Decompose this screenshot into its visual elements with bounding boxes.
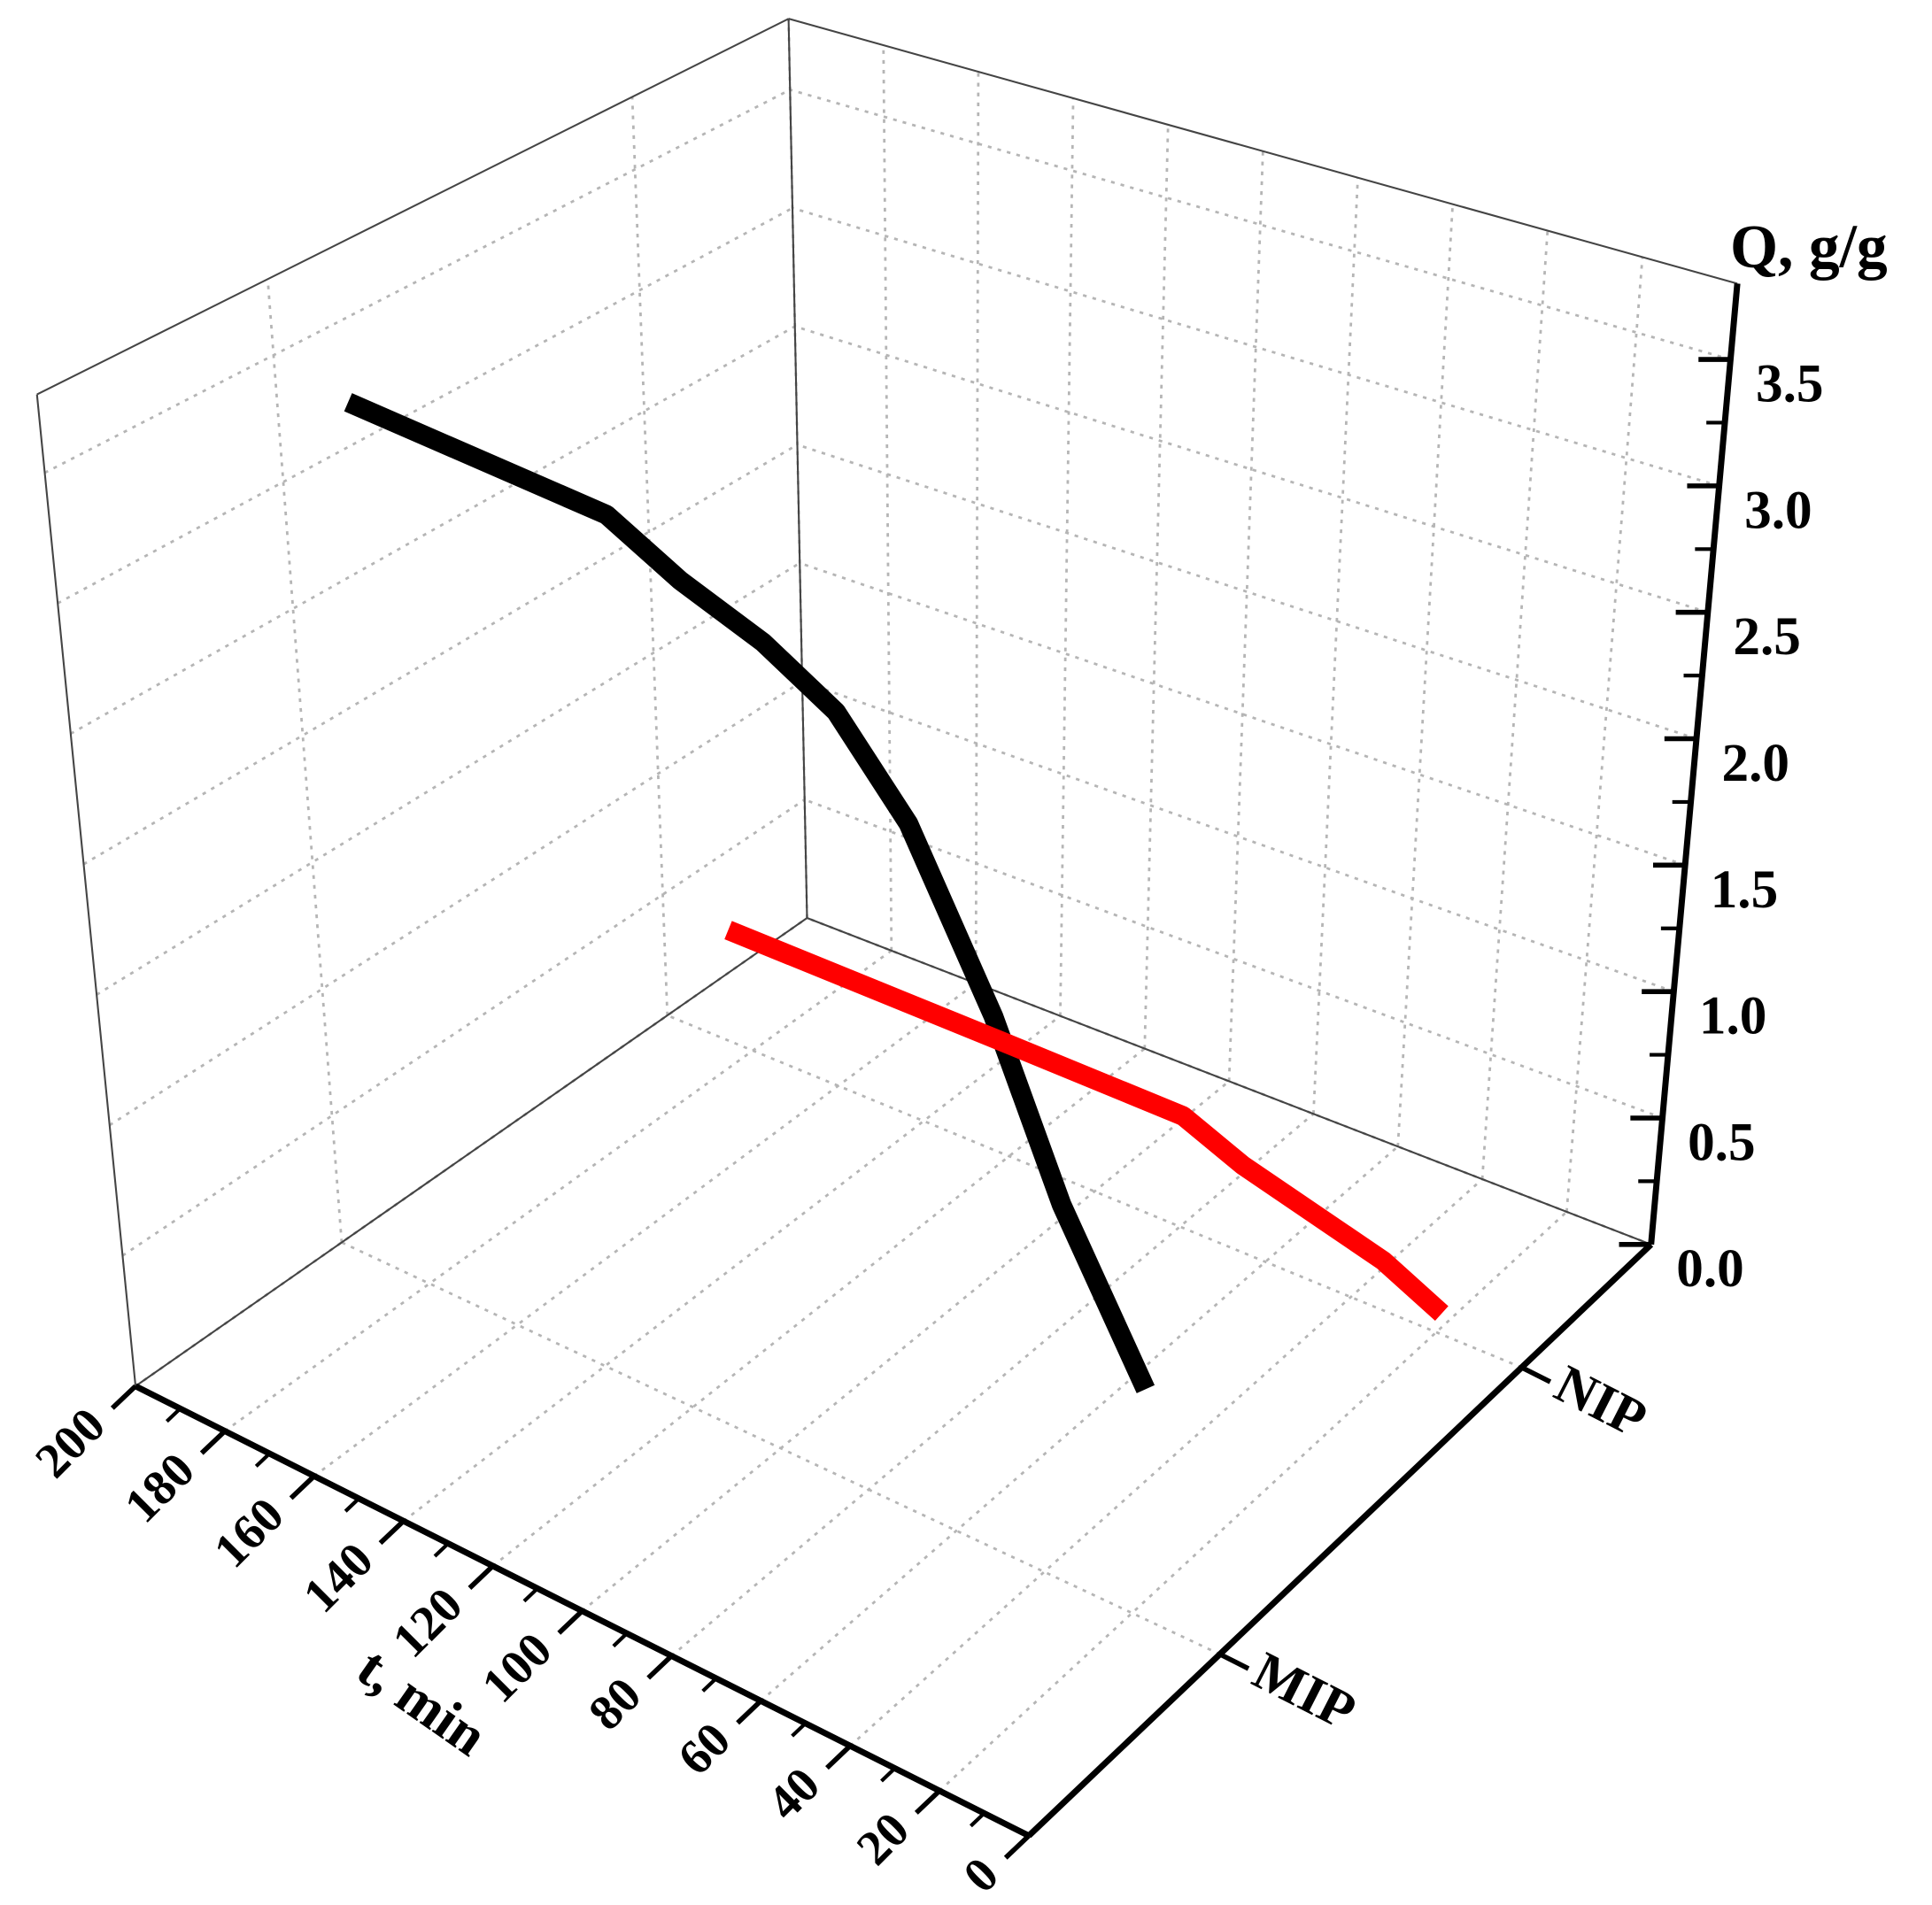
category-axis xyxy=(1026,1242,1654,1839)
grid-line xyxy=(266,279,344,1243)
x-minor-tick xyxy=(612,1631,629,1648)
x-tick xyxy=(914,1788,941,1815)
x-minor-tick xyxy=(433,1542,450,1558)
x-minor-tick xyxy=(165,1407,182,1423)
grid-line xyxy=(121,798,806,1257)
x-tick xyxy=(378,1519,406,1546)
grid-line xyxy=(43,89,791,474)
data-line xyxy=(724,921,1449,1322)
grid-line xyxy=(760,1145,1399,1702)
y-tick-label: 2.0 xyxy=(1722,733,1790,793)
y-axis-title: Q, g/g xyxy=(1730,213,1888,282)
grid-line xyxy=(799,561,1686,867)
box-edge xyxy=(788,18,1738,285)
grid-line xyxy=(667,1014,1523,1369)
grid-line xyxy=(804,798,1664,1120)
grid-line xyxy=(1480,230,1549,1180)
grid-line xyxy=(794,325,1709,614)
grid-line xyxy=(801,680,1674,993)
grid-line xyxy=(849,1178,1484,1747)
y-tick-label: 2.5 xyxy=(1733,606,1801,667)
x-minor-tick xyxy=(791,1722,808,1738)
data-line xyxy=(344,393,1155,1393)
grid-line xyxy=(1565,257,1644,1213)
grid-line xyxy=(341,1241,1221,1655)
x-tick xyxy=(468,1563,495,1590)
grid-line xyxy=(792,206,1720,488)
x-tick xyxy=(110,1384,137,1410)
x-tick xyxy=(289,1474,316,1500)
grid-line xyxy=(70,325,796,736)
box-edge xyxy=(36,18,790,396)
y-tick-label: 0.0 xyxy=(1676,1238,1744,1299)
x-minor-tick xyxy=(701,1677,718,1693)
y-tick-label: 1.0 xyxy=(1699,986,1767,1046)
category-tick xyxy=(1218,1652,1250,1671)
box-edge xyxy=(135,917,808,1387)
x-tick xyxy=(557,1608,584,1635)
x-tick xyxy=(646,1654,674,1680)
y-tick-label: 3.0 xyxy=(1744,480,1812,540)
y-axis xyxy=(1648,283,1741,1246)
x-minor-tick xyxy=(344,1497,360,1513)
x-tick xyxy=(736,1699,763,1725)
grid-line xyxy=(670,1113,1315,1657)
category-tick xyxy=(1520,1365,1552,1384)
grid-line xyxy=(581,1080,1230,1612)
grid-line xyxy=(939,1210,1568,1792)
x-tick xyxy=(825,1744,853,1770)
box-edge xyxy=(787,19,808,919)
x-minor-tick xyxy=(522,1586,539,1603)
y-tick-label: 3.5 xyxy=(1756,354,1824,414)
y-tick-label: 1.5 xyxy=(1711,860,1779,920)
x-tick xyxy=(199,1429,227,1455)
x-tick xyxy=(1003,1833,1031,1860)
box-edge xyxy=(35,394,137,1386)
x-minor-tick xyxy=(254,1452,271,1468)
box-edge xyxy=(807,917,1652,1246)
grid-line xyxy=(1312,177,1359,1114)
grid-line xyxy=(1227,150,1264,1082)
grid-line xyxy=(1143,124,1170,1049)
grid-line xyxy=(402,1014,1062,1523)
grid-line xyxy=(974,72,980,983)
y-tick-label: 0.5 xyxy=(1688,1112,1756,1172)
x-minor-tick xyxy=(880,1767,897,1783)
x-minor-tick xyxy=(969,1811,985,1828)
grid-line xyxy=(57,206,793,605)
